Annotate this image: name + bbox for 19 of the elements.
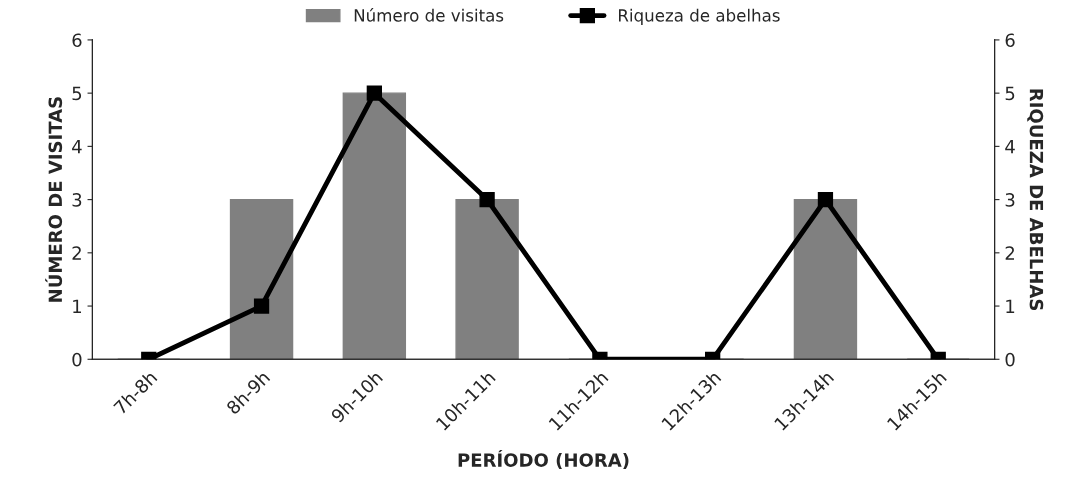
y2-axis-title: RIQUEZA DE ABELHAS xyxy=(1027,89,1044,311)
y-tick-label: 2 xyxy=(72,246,81,260)
y-axis-title: NÚMERO DE VISITAS xyxy=(45,97,63,302)
y-tick-label: 6 xyxy=(72,33,82,48)
y2-tick-label: 2 xyxy=(1005,246,1015,260)
y2-tick-label: 4 xyxy=(1005,140,1015,154)
y2-tick-label: 0 xyxy=(1005,352,1015,367)
y2-tick-label: 5 xyxy=(1005,86,1015,101)
y2-tick-label: 3 xyxy=(1005,193,1015,207)
y-tick-label: 0 xyxy=(72,352,82,367)
legend-label: Número de visitas xyxy=(354,8,504,22)
y-tick-label: 1 xyxy=(73,299,82,313)
y-tick-label: 5 xyxy=(72,86,82,101)
y-tick-label: 3 xyxy=(72,193,82,207)
legend-label: Riqueza de abelhas xyxy=(619,8,780,25)
y2-tick-label: 1 xyxy=(1006,299,1015,313)
y2-tick-label: 6 xyxy=(1005,33,1015,48)
y-tick-label: 4 xyxy=(72,140,82,154)
x-axis-title: PERÍODO (HORA) xyxy=(458,449,629,470)
